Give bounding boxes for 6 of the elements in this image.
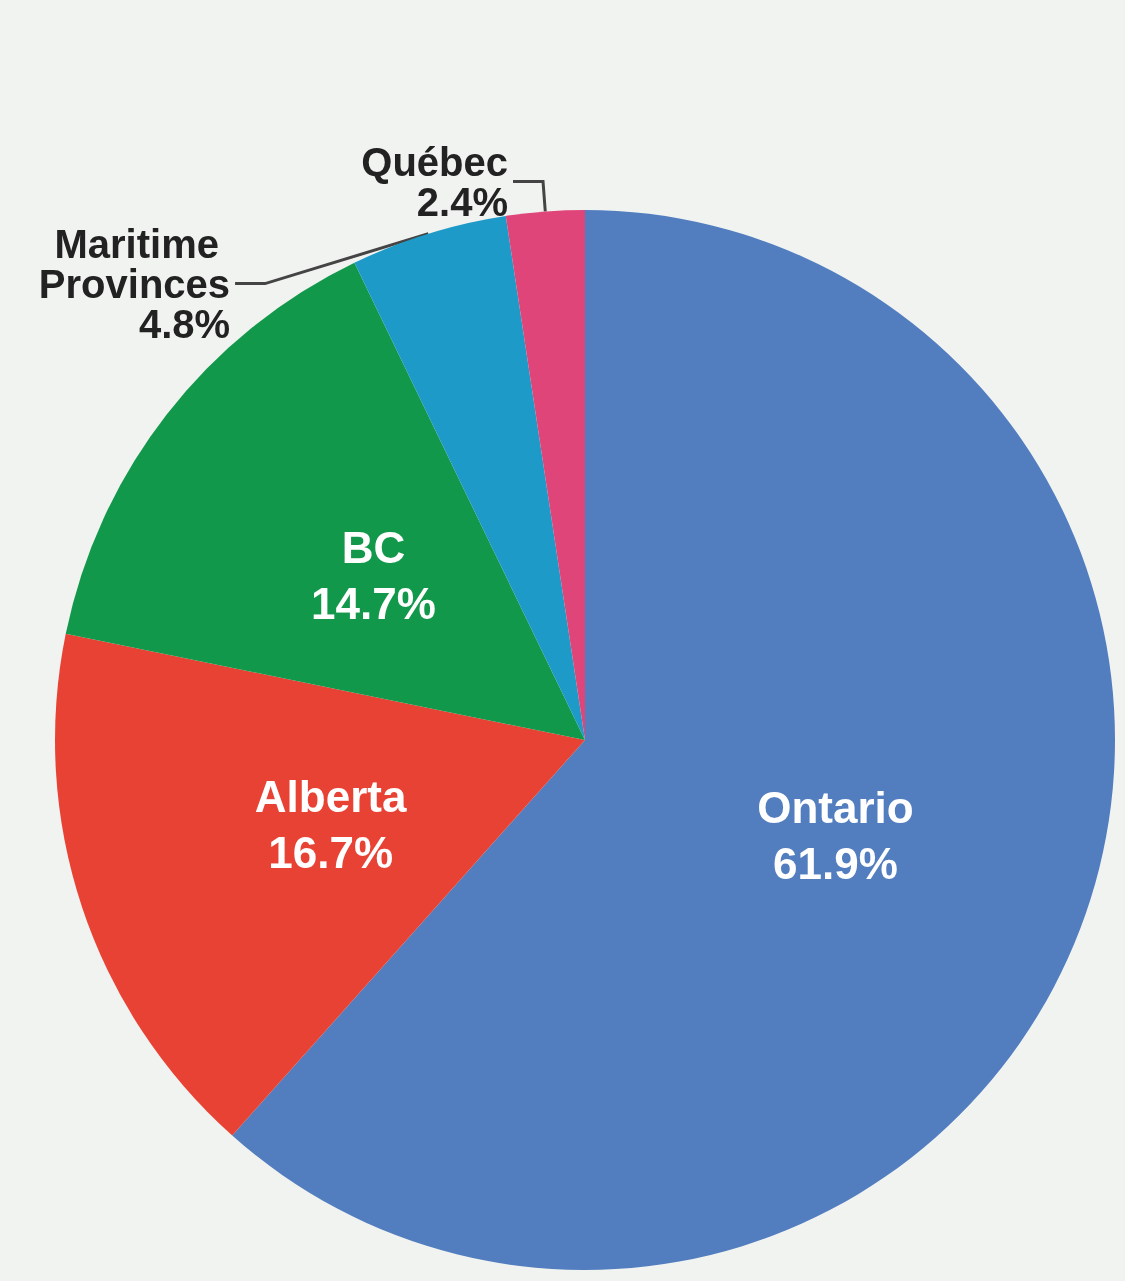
slice-label: Alberta — [254, 771, 407, 821]
data-label: 16.7% — [268, 827, 394, 877]
slice-label: BC — [341, 522, 406, 572]
slice-label: Ontario — [757, 782, 914, 832]
data-label: 14.7% — [311, 578, 436, 628]
data-label: 61.9% — [773, 838, 898, 888]
